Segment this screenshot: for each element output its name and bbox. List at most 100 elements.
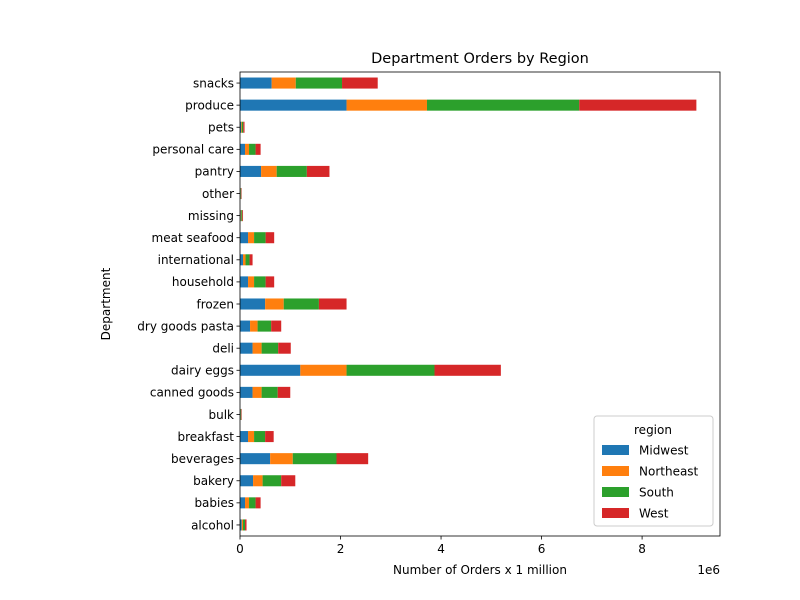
bar-dairy-eggs-south [346, 364, 435, 376]
legend-frame [593, 415, 714, 527]
x-tick-label-6: 6 [538, 542, 546, 556]
bar-meat-seafood-midwest [240, 232, 249, 244]
bar-pets-midwest [240, 121, 242, 133]
bar-frozen-south [283, 298, 319, 310]
bar-breakfast-south [254, 431, 266, 443]
bar-canned-goods-northeast [252, 386, 262, 398]
bar-pantry-midwest [240, 165, 262, 177]
bar-personal-care-midwest [240, 143, 246, 155]
y-tick-label-frozen: frozen [196, 297, 234, 311]
bar-dairy-eggs-west [434, 364, 501, 376]
bar-alcohol-northeast [241, 519, 244, 531]
y-tick-label-breakfast: breakfast [177, 430, 234, 444]
bar-bakery-midwest [240, 475, 254, 487]
legend-items: Midwest Northeast South West [602, 444, 699, 521]
x-tick-label-8: 8 [638, 542, 646, 556]
y-tick-label-snacks: snacks [193, 76, 234, 90]
legend-swatch-west [602, 508, 629, 518]
bar-dairy-eggs-northeast [300, 364, 347, 376]
bar-alcohol-west [245, 519, 247, 531]
y-tick-label-bakery: bakery [193, 474, 234, 488]
bar-snacks-northeast [271, 77, 296, 89]
bar-produce-midwest [240, 99, 347, 111]
bar-babies-south [249, 497, 256, 509]
bar-pets-west [243, 121, 245, 133]
bar-dry-goods-pasta-west [271, 320, 282, 332]
bar-household-midwest [240, 276, 249, 288]
bar-beverages-west [336, 453, 369, 465]
legend-title: region [634, 423, 672, 437]
bar-other-south [240, 188, 242, 200]
bar-pantry-south [276, 165, 307, 177]
x-axis-offset-label: 1e6 [697, 563, 720, 577]
bar-snacks-south [295, 77, 343, 89]
x-axis: 0 2 4 6 8 [236, 536, 646, 556]
bar-dry-goods-pasta-midwest [240, 320, 251, 332]
bar-snacks-west [342, 77, 378, 89]
bar-international-midwest [240, 254, 244, 266]
legend-swatch-northeast [602, 466, 629, 476]
chart-title: Department Orders by Region [371, 51, 589, 67]
bar-deli-south [261, 342, 279, 354]
bar-frozen-west [318, 298, 347, 310]
bar-household-west [265, 276, 275, 288]
bar-alcohol-south [243, 519, 246, 531]
legend: region Midwest Northeast South West [593, 415, 714, 527]
bar-bakery-south [262, 475, 282, 487]
y-tick-label-babies: babies [194, 496, 234, 510]
y-axis: alcohol babies bakery beverages breakfast bul… [137, 76, 240, 532]
plot-frame [239, 71, 721, 537]
bar-babies-northeast [245, 497, 250, 509]
bar-beverages-northeast [270, 453, 293, 465]
bar-dry-goods-pasta-south [257, 320, 272, 332]
y-tick-label-household: household [172, 275, 234, 289]
bar-bulk-south [240, 408, 242, 420]
y-tick-label-international: international [158, 253, 234, 267]
legend-label-northeast: Northeast [639, 465, 699, 479]
bar-babies-midwest [240, 497, 246, 509]
bar-breakfast-midwest [240, 431, 249, 443]
x-tick-label-4: 4 [437, 542, 445, 556]
x-axis-label: Number of Orders x 1 million [393, 563, 567, 577]
bar-canned-goods-west [277, 386, 291, 398]
y-tick-label-canned-goods: canned goods [150, 386, 234, 400]
legend-swatch-midwest [602, 445, 629, 455]
bar-deli-northeast [252, 342, 262, 354]
y-tick-label-missing: missing [188, 209, 234, 223]
y-tick-label-meat-seafood: meat seafood [152, 231, 234, 245]
bar-canned-goods-midwest [240, 386, 253, 398]
bar-meat-seafood-northeast [248, 232, 255, 244]
bar-produce-northeast [346, 99, 427, 111]
bars-group [240, 77, 697, 531]
y-tick-label-bulk: bulk [208, 408, 234, 422]
y-tick-label-dry-goods-pasta: dry goods pasta [137, 319, 234, 333]
bar-personal-care-northeast [245, 143, 250, 155]
bar-missing-northeast [240, 210, 242, 222]
bar-household-south [254, 276, 266, 288]
bar-pets-south [241, 121, 244, 133]
bar-deli-west [278, 342, 291, 354]
y-axis-label: Department [99, 267, 113, 340]
bar-frozen-northeast [265, 298, 284, 310]
bar-international-west [249, 254, 253, 266]
legend-label-west: West [639, 507, 669, 521]
bar-bakery-northeast [253, 475, 263, 487]
bar-produce-south [426, 99, 580, 111]
y-tick-label-pantry: pantry [195, 165, 234, 179]
y-tick-label-deli: deli [212, 341, 234, 355]
bar-international-northeast [243, 254, 246, 266]
bar-alcohol-midwest [240, 519, 242, 531]
bar-dairy-eggs-midwest [240, 364, 301, 376]
y-tick-label-dairy-eggs: dairy eggs [171, 364, 234, 378]
bar-international-south [245, 254, 250, 266]
legend-swatch-south [602, 487, 629, 497]
bar-frozen-midwest [240, 298, 266, 310]
bar-bakery-west [281, 475, 296, 487]
bar-meat-seafood-west [265, 232, 275, 244]
legend-label-midwest: Midwest [639, 444, 689, 458]
y-tick-label-other: other [202, 187, 234, 201]
x-tick-label-0: 0 [236, 542, 244, 556]
bar-personal-care-west [255, 143, 261, 155]
bar-pantry-west [306, 165, 330, 177]
bar-produce-west [579, 99, 697, 111]
